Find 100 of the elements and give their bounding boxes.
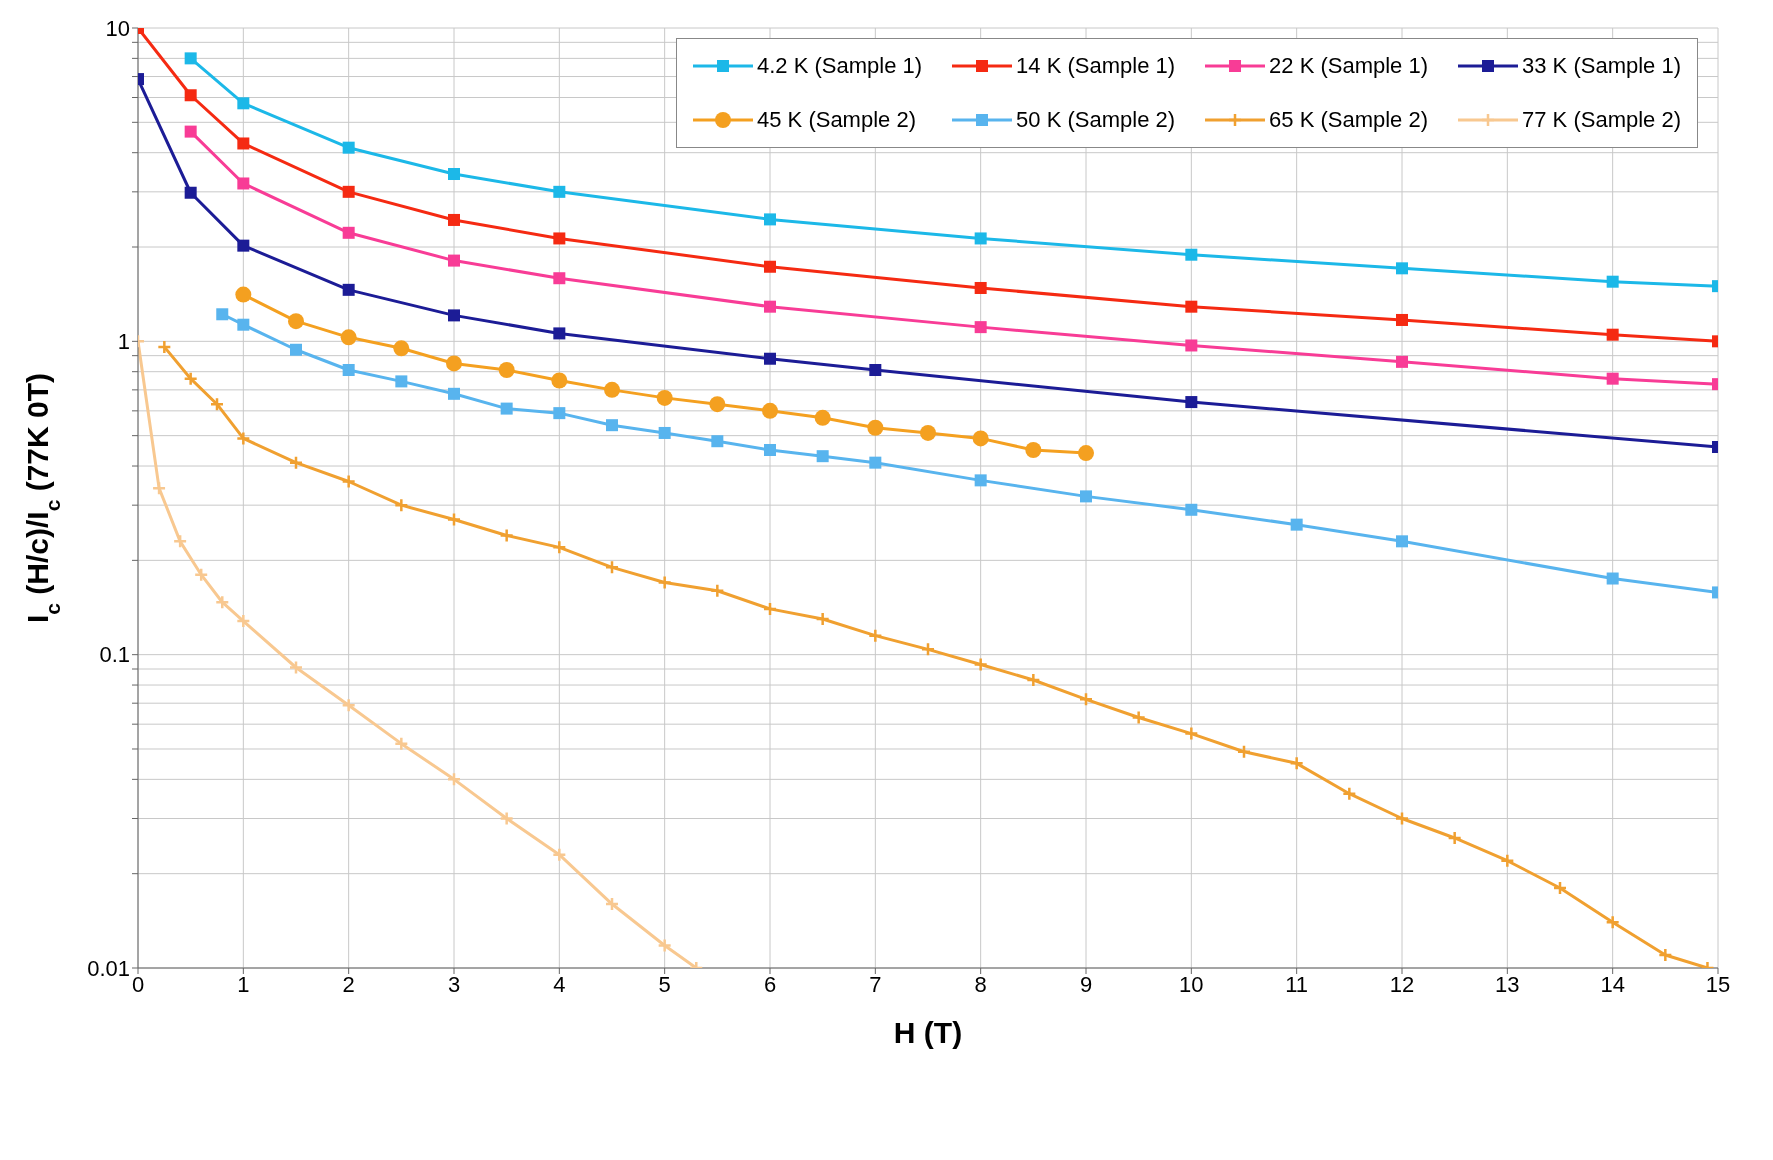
point <box>1606 572 1619 585</box>
point <box>710 583 725 598</box>
point <box>553 327 566 340</box>
point <box>604 381 620 398</box>
point <box>1131 710 1146 725</box>
point <box>1500 853 1515 868</box>
point <box>342 185 355 198</box>
point <box>236 431 251 446</box>
x-tick-label: 3 <box>447 971 461 997</box>
point <box>764 300 776 313</box>
point <box>342 141 355 154</box>
point <box>1080 490 1092 503</box>
point <box>1342 786 1357 801</box>
point <box>448 309 460 322</box>
point <box>340 329 357 346</box>
point <box>237 97 250 110</box>
point <box>974 474 987 487</box>
point <box>500 402 513 415</box>
y-tick-label: 0.1 <box>99 642 130 668</box>
point <box>395 375 408 388</box>
point <box>1185 248 1198 261</box>
point <box>448 387 460 400</box>
point <box>290 343 302 356</box>
point <box>446 772 462 787</box>
point <box>764 352 776 365</box>
point <box>920 424 936 441</box>
x-tick-label: 12 <box>1389 971 1415 997</box>
x-tick-label: 10 <box>1179 971 1204 997</box>
x-tick-label: 13 <box>1495 971 1520 997</box>
point <box>184 125 197 138</box>
point <box>711 435 724 448</box>
point <box>448 168 460 181</box>
point <box>172 534 188 549</box>
point <box>1185 300 1198 313</box>
point <box>815 611 830 627</box>
point <box>394 497 409 513</box>
legend-label: 4.2 K (Sample 1) <box>757 53 923 79</box>
point <box>1396 355 1408 368</box>
point <box>604 560 620 575</box>
point <box>288 313 304 330</box>
point <box>1606 275 1619 288</box>
point <box>237 318 250 331</box>
point <box>1184 726 1199 741</box>
point <box>499 528 514 543</box>
x-tick-label: 4 <box>553 971 566 997</box>
point <box>446 355 462 372</box>
point <box>1394 811 1410 826</box>
point <box>341 474 356 489</box>
point <box>184 186 197 199</box>
x-tick-label: 5 <box>658 971 671 997</box>
point <box>762 402 778 419</box>
point <box>448 254 460 267</box>
point <box>764 260 776 273</box>
legend-label: 65 K (Sample 2) <box>1269 107 1429 133</box>
legend-label: 50 K (Sample 2) <box>1016 107 1176 133</box>
point <box>341 697 356 713</box>
point <box>1290 518 1303 531</box>
point <box>216 308 229 321</box>
legend-label: 33 K (Sample 1) <box>1522 53 1681 79</box>
point <box>868 628 883 643</box>
point <box>764 443 776 456</box>
point <box>1552 880 1568 896</box>
point <box>394 736 409 751</box>
x-tick-label: 8 <box>974 971 987 997</box>
point <box>656 389 673 406</box>
point <box>1078 445 1094 462</box>
point <box>972 430 989 447</box>
point <box>1606 328 1619 341</box>
point <box>193 567 209 582</box>
point <box>237 239 250 252</box>
point <box>209 396 225 412</box>
legend-label: 14 K (Sample 1) <box>1016 53 1176 79</box>
point <box>657 938 672 953</box>
point <box>1289 756 1304 771</box>
point <box>867 419 884 436</box>
x-tick-label: 7 <box>869 971 882 997</box>
x-tick-label: 11 <box>1285 971 1309 997</box>
point <box>869 364 882 377</box>
point <box>816 450 829 463</box>
point <box>237 137 250 150</box>
y-tick-label: 0.01 <box>87 955 130 981</box>
point <box>657 575 672 590</box>
x-tick-label: 1 <box>237 971 250 997</box>
point <box>709 396 726 413</box>
point <box>157 339 172 355</box>
point <box>342 226 355 239</box>
point <box>1236 744 1252 759</box>
legend-label: 77 K (Sample 2) <box>1522 107 1681 133</box>
point <box>1396 313 1408 326</box>
point <box>393 340 410 357</box>
x-tick-label: 0 <box>131 971 145 997</box>
point <box>658 426 671 439</box>
point <box>974 321 987 334</box>
point <box>552 847 567 862</box>
x-axis-title: H (T) <box>893 1016 963 1049</box>
point <box>183 371 198 386</box>
x-tick-label: 6 <box>763 971 777 997</box>
y-tick-label: 10 <box>105 15 130 41</box>
point <box>973 657 988 672</box>
point <box>288 660 304 675</box>
